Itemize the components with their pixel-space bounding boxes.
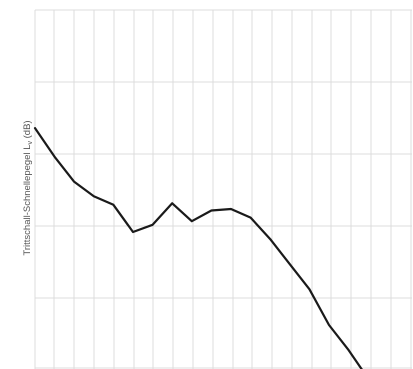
y-axis-label-subscript: v — [27, 141, 34, 145]
horizontal-gridlines — [35, 9, 412, 369]
series-line — [33, 127, 363, 369]
y-axis-label-main: Trittschall-Schnellepegel L — [22, 145, 33, 256]
y-axis-label: Trittschall-Schnellepegel Lv (dB) — [22, 120, 34, 255]
vertical-gridlines — [34, 10, 412, 369]
y-axis-label-unit: (dB) — [22, 120, 33, 141]
